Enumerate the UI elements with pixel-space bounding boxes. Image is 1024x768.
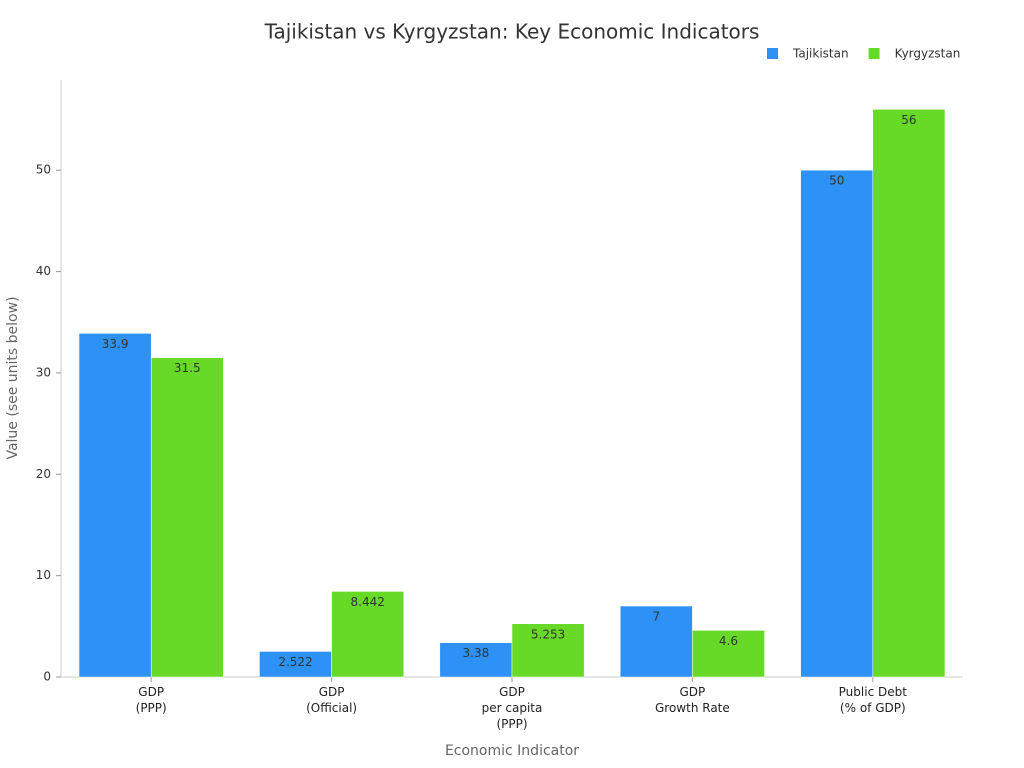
value-label: 31.5 (174, 361, 201, 375)
legend-swatch (767, 48, 778, 59)
value-label: 4.6 (719, 634, 738, 648)
bar (800, 169, 874, 678)
bar (619, 605, 693, 678)
x-tick-label: GDP (Official) (306, 685, 358, 715)
value-label: 3.38 (463, 646, 490, 660)
bar (872, 109, 946, 678)
x-tick-label: GDP (PPP) (135, 685, 167, 715)
value-label: 50 (829, 174, 844, 188)
chart-title: Tajikistan vs Kyrgyzstan: Key Economic I… (264, 20, 760, 44)
value-label: 8.442 (351, 595, 385, 609)
bar (78, 333, 152, 678)
value-label: 56 (901, 113, 916, 127)
bar (692, 630, 765, 678)
value-label: 33.9 (102, 337, 129, 351)
y-tick-label: 50 (36, 163, 51, 177)
y-axis-label: Value (see units below) (5, 296, 21, 459)
value-label: 5.253 (531, 627, 565, 641)
x-tick-label: GDP per capita (PPP) (481, 685, 543, 731)
y-tick-label: 20 (36, 467, 51, 481)
legend-swatch (868, 48, 880, 59)
bar (439, 642, 513, 678)
x-tick-label: GDP Growth Rate (655, 685, 730, 715)
legend-label: Tajikistan (792, 47, 849, 61)
value-label: 2.522 (278, 655, 312, 669)
x-axis-label: Economic Indicator (445, 743, 579, 759)
y-tick-label: 10 (36, 568, 51, 582)
value-label: 7 (652, 610, 660, 624)
y-tick-label: 30 (36, 365, 51, 379)
bar (150, 357, 224, 678)
y-tick-label: 0 (43, 670, 51, 684)
bar (511, 623, 585, 678)
bar (331, 591, 405, 678)
y-tick-label: 40 (36, 264, 51, 278)
x-tick-label: Public Debt (% of GDP) (838, 685, 907, 715)
legend-label: Kyrgyzstan (895, 47, 961, 61)
